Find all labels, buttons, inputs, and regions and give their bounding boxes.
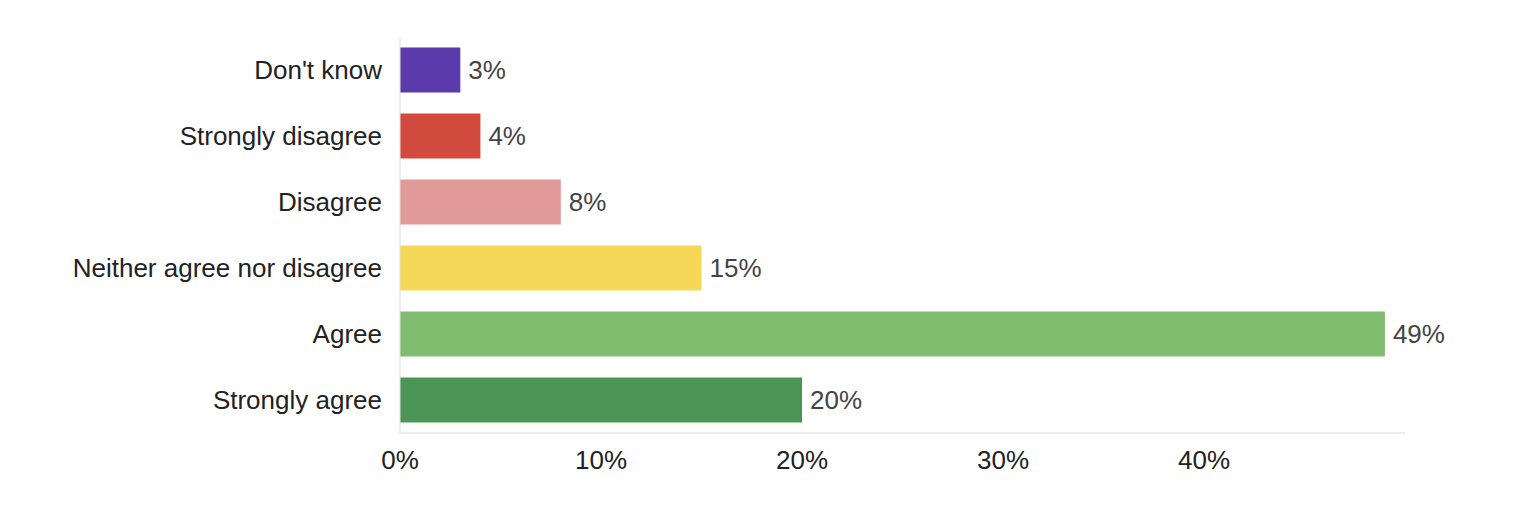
svg-text:49%: 49% [1393, 319, 1445, 349]
svg-text:Strongly agree: Strongly agree [213, 385, 382, 415]
svg-text:8%: 8% [569, 187, 607, 217]
svg-text:Agree: Agree [313, 319, 382, 349]
svg-text:30%: 30% [977, 445, 1029, 475]
svg-text:3%: 3% [468, 55, 506, 85]
svg-text:10%: 10% [575, 445, 627, 475]
svg-text:Don't know: Don't know [254, 55, 382, 85]
svg-text:Neither agree nor disagree: Neither agree nor disagree [73, 253, 382, 283]
svg-text:40%: 40% [1178, 445, 1230, 475]
svg-text:15%: 15% [710, 253, 762, 283]
svg-text:20%: 20% [776, 445, 828, 475]
svg-text:0%: 0% [381, 445, 419, 475]
svg-text:4%: 4% [488, 121, 526, 151]
svg-text:20%: 20% [810, 385, 862, 415]
svg-text:Strongly disagree: Strongly disagree [180, 121, 382, 151]
svg-text:Disagree: Disagree [278, 187, 382, 217]
